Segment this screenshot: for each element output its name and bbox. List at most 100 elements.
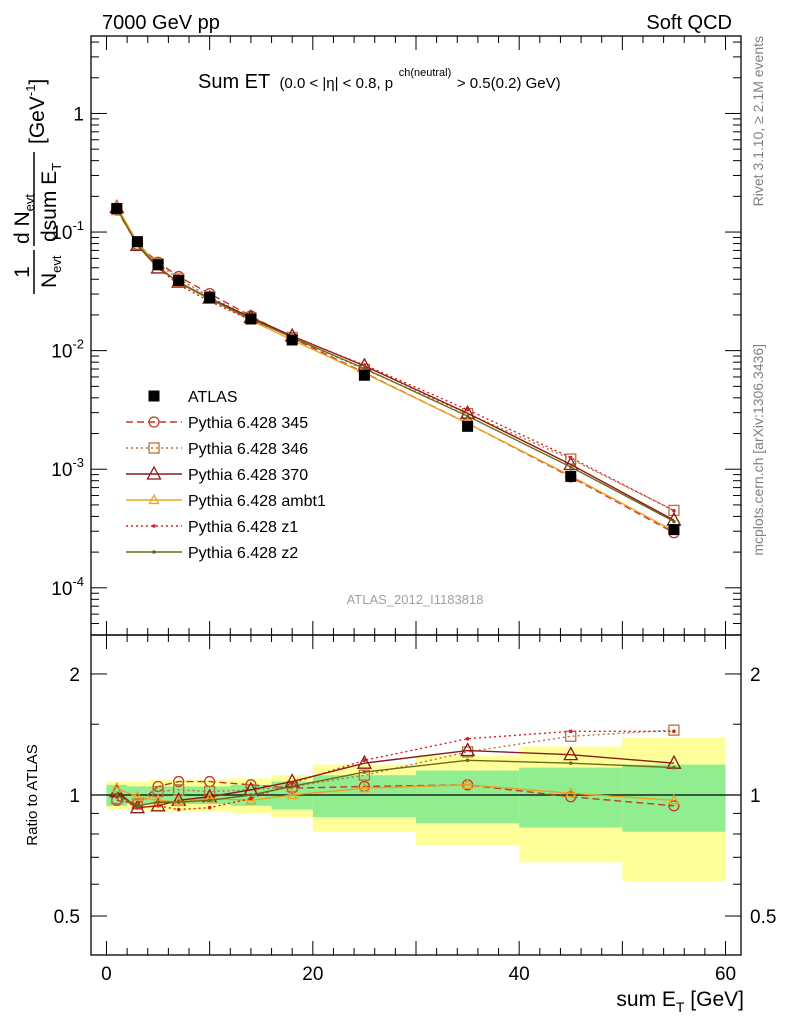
ratio-series-line bbox=[116, 780, 674, 807]
ylabel-dden: dsum ET bbox=[38, 163, 64, 242]
ratio-series-point bbox=[568, 729, 573, 734]
ratio-series-point bbox=[672, 765, 676, 770]
analysis-watermark: ATLAS_2012_I1183818 bbox=[347, 592, 484, 607]
series-point bbox=[568, 455, 573, 460]
ratio-series-point bbox=[668, 793, 680, 805]
ratio-series-point bbox=[286, 788, 298, 800]
ratio-series-point bbox=[462, 778, 474, 789]
ytick-label: 10-2 bbox=[51, 337, 84, 363]
ratio-series-line bbox=[116, 749, 674, 809]
ytick-label-exp: -1 bbox=[72, 218, 84, 233]
ratio-series-point bbox=[156, 800, 160, 804]
legend-marker bbox=[148, 442, 160, 454]
xtick-label: 40 bbox=[509, 964, 530, 985]
ratio-series-point bbox=[207, 798, 212, 803]
band-inner-bin bbox=[519, 767, 623, 828]
series-line bbox=[116, 209, 675, 512]
header-right: Soft QCD bbox=[646, 12, 732, 34]
ratio-series-point bbox=[290, 781, 294, 785]
ylabel-units-main: [GeV bbox=[26, 96, 49, 144]
series-point bbox=[465, 414, 470, 418]
ratio-series-point bbox=[362, 758, 367, 763]
data-point bbox=[245, 313, 257, 325]
ratio-series-point bbox=[176, 800, 181, 804]
ratio-series-point bbox=[176, 807, 181, 812]
data-point bbox=[173, 275, 185, 287]
ratio-series-point bbox=[150, 797, 166, 812]
legend-label: Pythia 6.428 z2 bbox=[188, 545, 298, 562]
data-point bbox=[111, 202, 123, 214]
data-point bbox=[204, 292, 216, 304]
ylabel-dnum-main: d N bbox=[11, 211, 34, 244]
ylabel-dden-sub: T bbox=[49, 163, 64, 171]
legend-marker bbox=[146, 465, 162, 480]
plot-title-cut-sup: ch(neutral) bbox=[399, 67, 452, 79]
series-point bbox=[668, 504, 680, 517]
ratio-uncertainty-bands bbox=[91, 737, 741, 882]
ytick-label: 1 bbox=[73, 104, 84, 125]
plot-title-cut1: (0.0 < |η| < 0.8, p bbox=[279, 75, 393, 92]
plot-title: Sum ET (0.0 < |η| < 0.8, p ch(neutral) >… bbox=[198, 59, 561, 93]
ylabel-frac-den-sub: evt bbox=[49, 255, 64, 273]
legend-label: ATLAS bbox=[188, 389, 238, 406]
ytick-label-base: 10 bbox=[51, 460, 72, 481]
main-plot-series bbox=[109, 199, 682, 539]
ytick-label-exp: -4 bbox=[72, 574, 84, 589]
ratio-series-point bbox=[173, 784, 185, 796]
ylabel-dden-main: dsum E bbox=[38, 171, 61, 242]
ratio-series-point bbox=[207, 805, 212, 810]
rivet-label: Rivet 3.1.10, ≥ 2.1M events bbox=[750, 36, 766, 206]
series-point bbox=[465, 407, 470, 412]
xtick-label: 20 bbox=[302, 964, 323, 985]
ratio-ytick-label: 2 bbox=[69, 665, 80, 686]
legend-label: Pythia 6.428 345 bbox=[188, 415, 308, 432]
ytick-label-base: 1 bbox=[73, 104, 84, 125]
xaxis-label: sum ET [GeV] bbox=[616, 988, 744, 1015]
legend-label: Pythia 6.428 370 bbox=[188, 467, 308, 484]
series-point bbox=[672, 519, 676, 524]
series-point bbox=[362, 363, 367, 367]
ratio-series-point bbox=[568, 761, 573, 765]
series-point bbox=[672, 508, 676, 513]
mcplots-label: mcplots.cern.ch [arXiv:1306.3436] bbox=[750, 344, 766, 556]
ylabel-units: [GeV-1] bbox=[23, 79, 49, 144]
data-point bbox=[668, 524, 680, 536]
series-point bbox=[563, 456, 579, 471]
xlabel-units: [GeV] bbox=[684, 988, 744, 1011]
ytick-label-base: 10 bbox=[51, 342, 72, 363]
legend-marker bbox=[148, 390, 160, 402]
xlabel-sub: T bbox=[676, 999, 685, 1015]
plot-title-main: Sum ET bbox=[198, 71, 270, 93]
plot-title-cut2: > 0.5(0.2) GeV) bbox=[457, 75, 561, 92]
ratio-ytick-label: 1 bbox=[69, 786, 80, 807]
legend-label: Pythia 6.428 ambt1 bbox=[188, 493, 326, 510]
ratio-series-point bbox=[565, 786, 577, 798]
ylabel-frac-den-main: N bbox=[38, 273, 61, 288]
legend: ATLAS Pythia 6.428 345 Pythia 6.428 346 Pyt… bbox=[126, 389, 326, 562]
xtick-label: 60 bbox=[715, 964, 736, 985]
ratio-series-point bbox=[563, 746, 579, 761]
ratio-ylabel: Ratio to ATLAS bbox=[24, 744, 41, 845]
ratio-series-point bbox=[358, 781, 370, 793]
xlabel-main: sum E bbox=[616, 988, 676, 1011]
xtick-label: 0 bbox=[101, 964, 112, 985]
ratio-plot-series bbox=[109, 724, 682, 814]
ratio-series-point bbox=[111, 781, 123, 793]
ratio-series-point bbox=[290, 784, 294, 789]
data-point bbox=[286, 334, 298, 346]
ytick-label: 10-4 bbox=[51, 574, 84, 600]
ytick-label: 10-1 bbox=[51, 218, 84, 244]
ylabel-units-sup: -1 bbox=[23, 85, 38, 97]
main-yaxis-label: 1 Nevt d Nevt dsum ET [GeV-1] bbox=[11, 79, 64, 294]
legend-label: Pythia 6.428 346 bbox=[188, 441, 308, 458]
ylabel-frac-den: Nevt bbox=[38, 255, 64, 288]
legend-marker bbox=[148, 493, 160, 505]
ytick-label-base: 10 bbox=[51, 223, 72, 244]
ratio-series-point bbox=[356, 754, 373, 769]
ytick-label-base: 10 bbox=[51, 579, 72, 600]
ytick-label-exp: -2 bbox=[72, 337, 84, 352]
series-line bbox=[116, 209, 675, 534]
ratio-series-point bbox=[131, 790, 144, 801]
